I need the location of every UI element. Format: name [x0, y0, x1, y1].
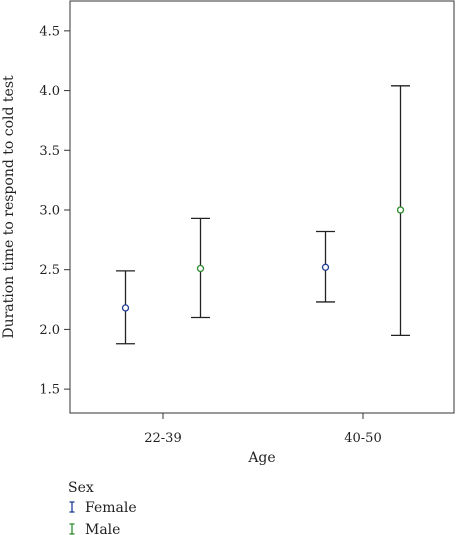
y-tick-label: 2.0 [39, 323, 60, 338]
x-tick-label: 22-39 [144, 431, 181, 446]
plot-area [69, 0, 455, 414]
x-tick-label: 40-50 [344, 431, 381, 446]
legend-label-male: Male [85, 522, 120, 535]
y-tick-label: 4.5 [39, 24, 60, 39]
mean-point-male [396, 206, 405, 214]
x-axis: 22-39 40-50 [144, 413, 382, 446]
mean-point-female [121, 304, 130, 312]
y-tick-label: 2.5 [39, 263, 60, 278]
y-tick-label: 3.5 [39, 144, 60, 159]
y-axis-label: Duration time to respond to cold test [1, 75, 17, 339]
legend-title: Sex [68, 480, 94, 496]
data-marks [116, 85, 410, 345]
legend-items: Female Male [69, 500, 137, 535]
y-tick-label: 4.0 [39, 84, 60, 99]
y-tick-label: 1.5 [39, 383, 60, 398]
legend: Sex Female Male [68, 480, 137, 535]
legend-label-female: Female [85, 500, 137, 516]
y-axis: 1.5 2.0 2.5 3.0 3.5 4.0 4.5 [39, 24, 70, 398]
x-axis-label: Age [247, 450, 275, 466]
mean-point-female [321, 263, 330, 271]
mean-point-male [196, 264, 205, 273]
y-tick-label: 3.0 [39, 203, 60, 218]
